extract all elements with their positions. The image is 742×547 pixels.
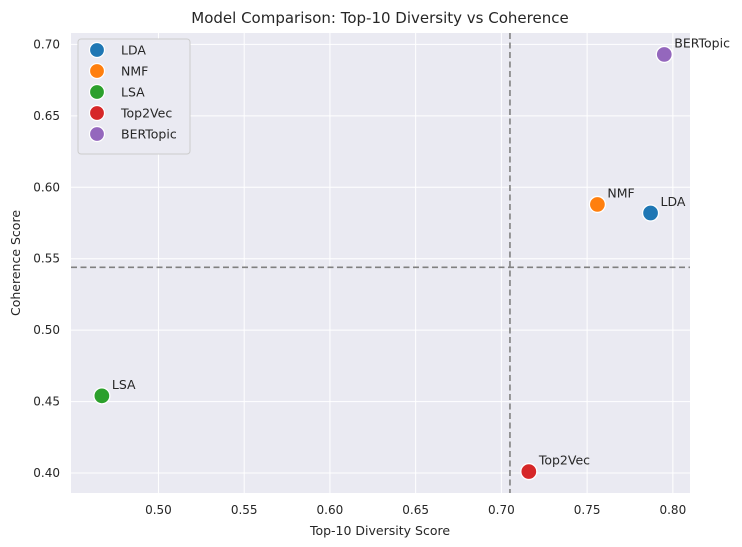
y-tick-label: 0.70 [33, 37, 60, 51]
legend-marker-lda [88, 41, 106, 59]
y-tick-label: 0.40 [33, 466, 60, 480]
legend-marker-lsa [88, 83, 106, 101]
data-points [93, 45, 673, 481]
data-point-lda [641, 204, 660, 222]
grid-lines [71, 33, 690, 493]
legend-label-bertopic: BERTopic [121, 127, 177, 142]
legend-label-lsa: LSA [121, 85, 145, 100]
legend-marker-nmf [88, 62, 106, 80]
legend-label-top2vec: Top2Vec [120, 106, 172, 121]
y-tick-label: 0.50 [33, 323, 60, 337]
data-point-bertopic [655, 45, 673, 64]
x-tick-label: 0.55 [231, 503, 258, 517]
tick-labels: 0.50 0.55 0.60 0.65 0.70 0.75 0.80 0.40 0.45 0.50… [33, 37, 686, 517]
y-tick-label: 0.55 [33, 252, 60, 266]
data-point-top2vec [520, 462, 538, 481]
point-label-bertopic: BERTopic [674, 35, 730, 50]
point-label-lda: LDA [661, 194, 686, 209]
data-point-lsa [93, 387, 111, 405]
point-label-top2vec: Top2Vec [538, 453, 590, 468]
x-axis-label: Top-10 Diversity Score [309, 523, 450, 538]
legend-box [77, 38, 191, 155]
y-tick-label: 0.45 [33, 395, 60, 409]
legend-marker-bertopic [88, 125, 106, 143]
legend-marker-top2vec [88, 104, 106, 122]
chart-title: Model Comparison: Top-10 Diversity vs Co… [191, 9, 568, 27]
legend-label-lda: LDA [121, 43, 146, 58]
reference-lines [71, 33, 690, 493]
point-label-lsa: LSA [112, 377, 136, 392]
data-point-nmf [588, 195, 607, 214]
x-tick-label: 0.50 [145, 503, 172, 517]
x-tick-label: 0.65 [402, 503, 429, 517]
x-tick-label: 0.75 [574, 503, 601, 517]
y-tick-label: 0.65 [33, 109, 60, 123]
y-tick-label: 0.60 [33, 180, 60, 194]
y-axis-label: Coherence Score [8, 210, 23, 316]
x-tick-label: 0.70 [488, 503, 515, 517]
point-label-nmf: NMF [607, 185, 634, 200]
legend-label-nmf: NMF [121, 64, 148, 79]
point-labels: LDA NMF LSA Top2Vec BERTopic [112, 35, 730, 467]
x-tick-label: 0.80 [659, 503, 686, 517]
x-tick-label: 0.60 [317, 503, 344, 517]
legend: LDA NMF LSA Top2Vec BERTopic [77, 38, 191, 155]
